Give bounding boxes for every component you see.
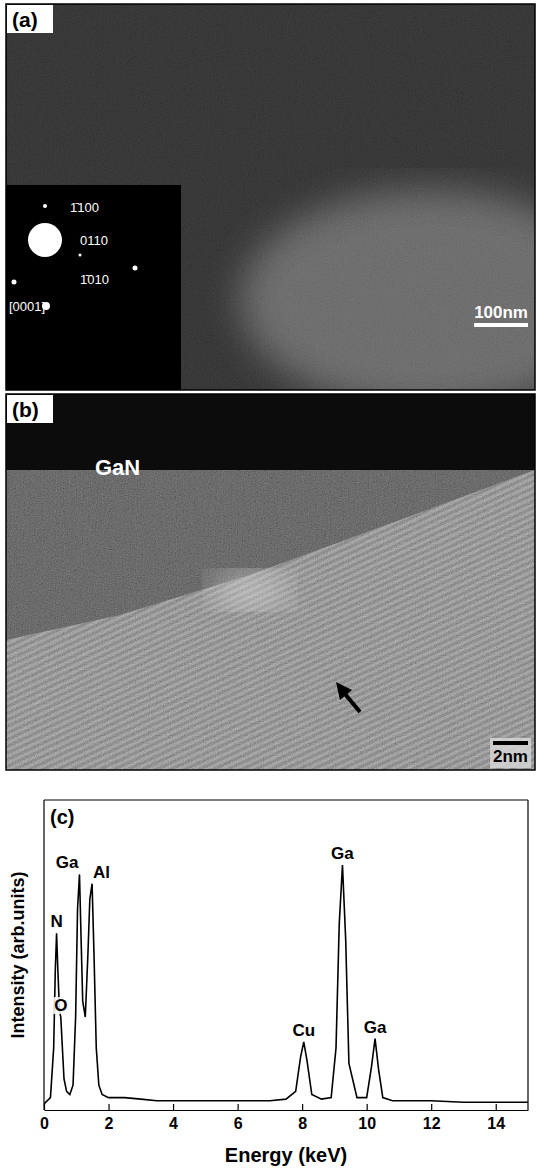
diffraction-label: 1̄100	[70, 200, 99, 215]
label-patch	[55, 854, 80, 871]
x-tick-mark	[108, 1104, 109, 1110]
spectrum-line	[44, 865, 528, 1104]
x-axis: 0 2 4 6 8 10 12 14	[40, 1104, 528, 1132]
plot-frame	[44, 799, 528, 800]
peak-label: Ga	[364, 1018, 387, 1037]
label-patch	[49, 913, 63, 930]
diffraction-label: [0001]	[9, 299, 45, 314]
label-patch	[291, 1022, 316, 1039]
scale-bar	[493, 741, 528, 745]
label-patch	[490, 738, 531, 768]
panel-c: 0 2 4 6 8 10 12 14 N O Ga Al Cu Ga Ga (c) Energy (keV) In…	[8, 800, 529, 1166]
arrow-shaft	[345, 694, 360, 712]
image-background	[6, 4, 535, 390]
region-label: GaN	[95, 455, 140, 480]
x-tick-label: 14	[487, 1115, 505, 1132]
label-patch	[92, 864, 111, 881]
label-patch	[363, 1019, 388, 1036]
interface-region	[6, 470, 535, 770]
x-axis-title: Energy (keV)	[225, 1144, 347, 1166]
panel-letter: (b)	[12, 398, 39, 421]
x-tick-label: 6	[234, 1115, 243, 1132]
panel-frame	[6, 4, 535, 390]
x-tick: 6	[234, 1104, 243, 1132]
x-tick-label: 10	[358, 1115, 376, 1132]
plot-frame	[527, 800, 528, 1110]
x-tick: 0	[40, 1104, 49, 1132]
peak-label: O	[54, 996, 67, 1015]
marks	[44, 865, 528, 1104]
diffraction-spot	[79, 254, 82, 257]
x-tick-mark	[431, 1104, 432, 1110]
diffraction-inset: 1̄100 0110 1̄010 [0001]	[6, 185, 181, 390]
image-noise	[6, 470, 535, 770]
arrow	[336, 682, 360, 712]
figure: 1̄10001101̄010[0001](a)100nm(b)GaN2nm024…	[0, 0, 541, 1176]
lattice-fringes	[6, 470, 535, 770]
peak-label: Ga	[331, 844, 354, 863]
diffraction-label: 1̄010	[80, 272, 109, 287]
inset-background	[6, 185, 181, 390]
diffraction-spot	[43, 204, 47, 208]
image-noise	[6, 4, 535, 390]
scale-bar-label: 2nm	[493, 747, 528, 766]
panel-b: (b) GaN 2nm	[6, 394, 535, 770]
bright-spot	[210, 572, 290, 608]
peak-label: Al	[93, 863, 110, 882]
x-tick-mark	[44, 1104, 45, 1110]
y-axis-line	[43, 800, 44, 1110]
x-tick-label: 12	[423, 1115, 441, 1132]
panel-letter: (a)	[12, 8, 38, 31]
x-tick-label: 2	[105, 1115, 114, 1132]
peak-label: N	[50, 912, 62, 931]
y-axis-title: Intensity (arb.units)	[8, 871, 28, 1038]
micrograph-a	[6, 4, 535, 390]
peak-label: Cu	[292, 1021, 315, 1040]
peak-annotation: N	[49, 912, 63, 931]
peak-annotation: Al	[92, 863, 111, 882]
image-background	[6, 394, 535, 770]
x-tick: 14	[487, 1104, 505, 1132]
x-tick: 8	[298, 1104, 307, 1132]
x-tick-label: 4	[169, 1115, 178, 1132]
scale-bar-label: 100nm	[474, 303, 528, 322]
x-tick-mark	[302, 1104, 303, 1110]
peak-annotation: Cu	[291, 1021, 316, 1040]
panel-frame	[6, 394, 535, 770]
x-tick-mark	[367, 1104, 368, 1110]
x-tick: 2	[105, 1104, 114, 1132]
scale-bar	[474, 323, 528, 327]
peak-annotation: Ga	[55, 853, 80, 872]
x-tick: 12	[423, 1104, 441, 1132]
panel-letter: (c)	[50, 806, 74, 828]
annotations: N O Ga Al Cu Ga Ga	[49, 844, 387, 1040]
panel-a: 1̄100 0110 1̄010 [0001] (a) 100nm	[6, 4, 541, 410]
x-tick-mark	[173, 1104, 174, 1110]
x-tick: 4	[169, 1104, 178, 1132]
letter-box	[7, 395, 53, 423]
diffraction-spot	[133, 266, 138, 271]
micrograph-b	[6, 394, 535, 770]
label-patch	[53, 997, 68, 1014]
diffraction-spot	[28, 223, 62, 257]
arrow-head	[336, 682, 352, 700]
x-axis-line	[45, 1110, 529, 1111]
letter-box	[7, 5, 53, 33]
label-patch	[330, 845, 355, 862]
diffraction-label: 0110	[80, 233, 108, 248]
x-tick-mark	[238, 1104, 239, 1110]
x-tick-label: 0	[40, 1115, 49, 1132]
peak-annotation: O	[53, 996, 68, 1015]
x-tick-mark	[496, 1104, 497, 1110]
diffraction-spot	[12, 280, 17, 285]
peak-annotation: Ga	[330, 844, 355, 863]
x-tick-label: 8	[298, 1115, 307, 1132]
peak-annotation: Ga	[363, 1018, 388, 1037]
x-tick: 10	[358, 1104, 376, 1132]
peak-label: Ga	[56, 853, 79, 872]
